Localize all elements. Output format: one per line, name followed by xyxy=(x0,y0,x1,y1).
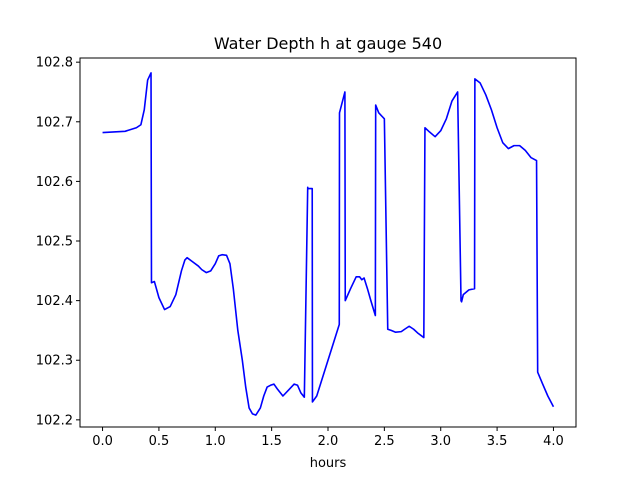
x-tick-label: 0.0 xyxy=(92,434,113,449)
x-tick-label: 0.5 xyxy=(149,434,170,449)
chart-title: Water Depth h at gauge 540 xyxy=(214,34,442,53)
x-tick-label: 3.0 xyxy=(430,434,451,449)
y-tick-label: 102.4 xyxy=(36,294,73,309)
y-tick-label: 102.2 xyxy=(36,413,73,428)
y-axis: 102.2 102.3 102.4 102.5 102.6 102.7 102.8 xyxy=(36,56,80,428)
plot-area xyxy=(80,58,576,427)
x-tick-label: 2.5 xyxy=(374,434,395,449)
x-tick-label: 4.0 xyxy=(543,434,564,449)
y-tick-label: 102.7 xyxy=(36,115,73,130)
x-tick-label: 1.5 xyxy=(261,434,282,449)
series-line-water-depth xyxy=(102,72,555,416)
x-axis: 0.0 0.5 1.0 1.5 2.0 2.5 3.0 3.5 4.0 xyxy=(92,427,564,449)
y-tick-label: 102.8 xyxy=(36,56,73,71)
y-tick-label: 102.5 xyxy=(36,235,73,250)
x-tick-label: 2.0 xyxy=(318,434,339,449)
x-axis-label: hours xyxy=(310,456,347,471)
x-tick-label: 1.0 xyxy=(205,434,226,449)
y-tick-label: 102.6 xyxy=(36,175,73,190)
x-tick-label: 3.5 xyxy=(487,434,508,449)
y-tick-label: 102.3 xyxy=(36,354,73,369)
series-layer xyxy=(102,72,555,416)
